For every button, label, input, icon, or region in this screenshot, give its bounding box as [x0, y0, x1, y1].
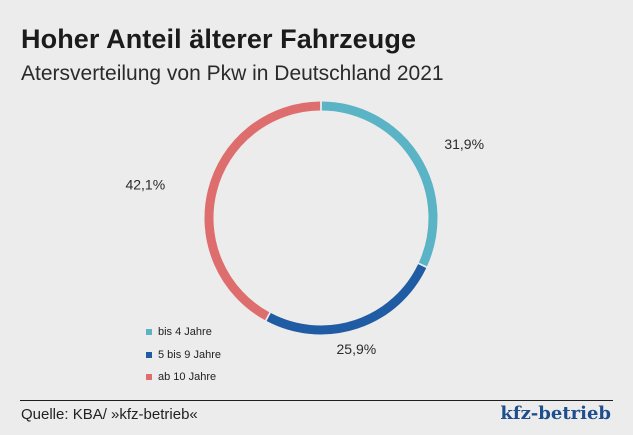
donut-label-ab-10-jahre: 42,1% — [125, 176, 165, 192]
donut-label-bis-4-jahre: 31,9% — [444, 136, 484, 152]
kfz-betrieb-logo: kfz-betrieb — [500, 403, 611, 424]
legend-swatch-bis-4-jahre — [146, 329, 152, 336]
donut-value-labels: 31,9% 25,9% 42,1% — [125, 136, 484, 357]
donut-slice-bis-4-jahre — [321, 101, 438, 267]
legend-item-bis-4-jahre: bis 4 Jahre — [146, 321, 221, 344]
page-title: Hoher Anteil älterer Fahrzeuge — [21, 24, 417, 54]
page-subtitle: Atersverteilung von Pkw in Deutschland 2… — [21, 62, 444, 85]
legend-item-5-bis-9-jahre: 5 bis 9 Jahre — [146, 344, 221, 367]
donut-slices — [204, 101, 438, 335]
donut-label-5-bis-9-jahre: 25,9% — [337, 341, 377, 357]
legend-item-ab-10-jahre: ab 10 Jahre — [146, 366, 221, 389]
legend-label-bis-4-jahre: bis 4 Jahre — [158, 326, 212, 339]
legend: bis 4 Jahre 5 bis 9 Jahre ab 10 Jahre — [146, 321, 221, 389]
source-note: Quelle: KBA/ »kfz-betrieb« — [21, 406, 198, 423]
legend-label-5-bis-9-jahre: 5 bis 9 Jahre — [158, 348, 221, 361]
donut-slice-ab-10-jahre — [204, 101, 321, 321]
legend-swatch-ab-10-jahre — [146, 374, 152, 381]
donut-slice-5-bis-9-jahre — [266, 264, 427, 335]
legend-label-ab-10-jahre: ab 10 Jahre — [158, 371, 217, 384]
footer-divider — [20, 400, 613, 401]
legend-swatch-5-bis-9-jahre — [146, 351, 152, 358]
